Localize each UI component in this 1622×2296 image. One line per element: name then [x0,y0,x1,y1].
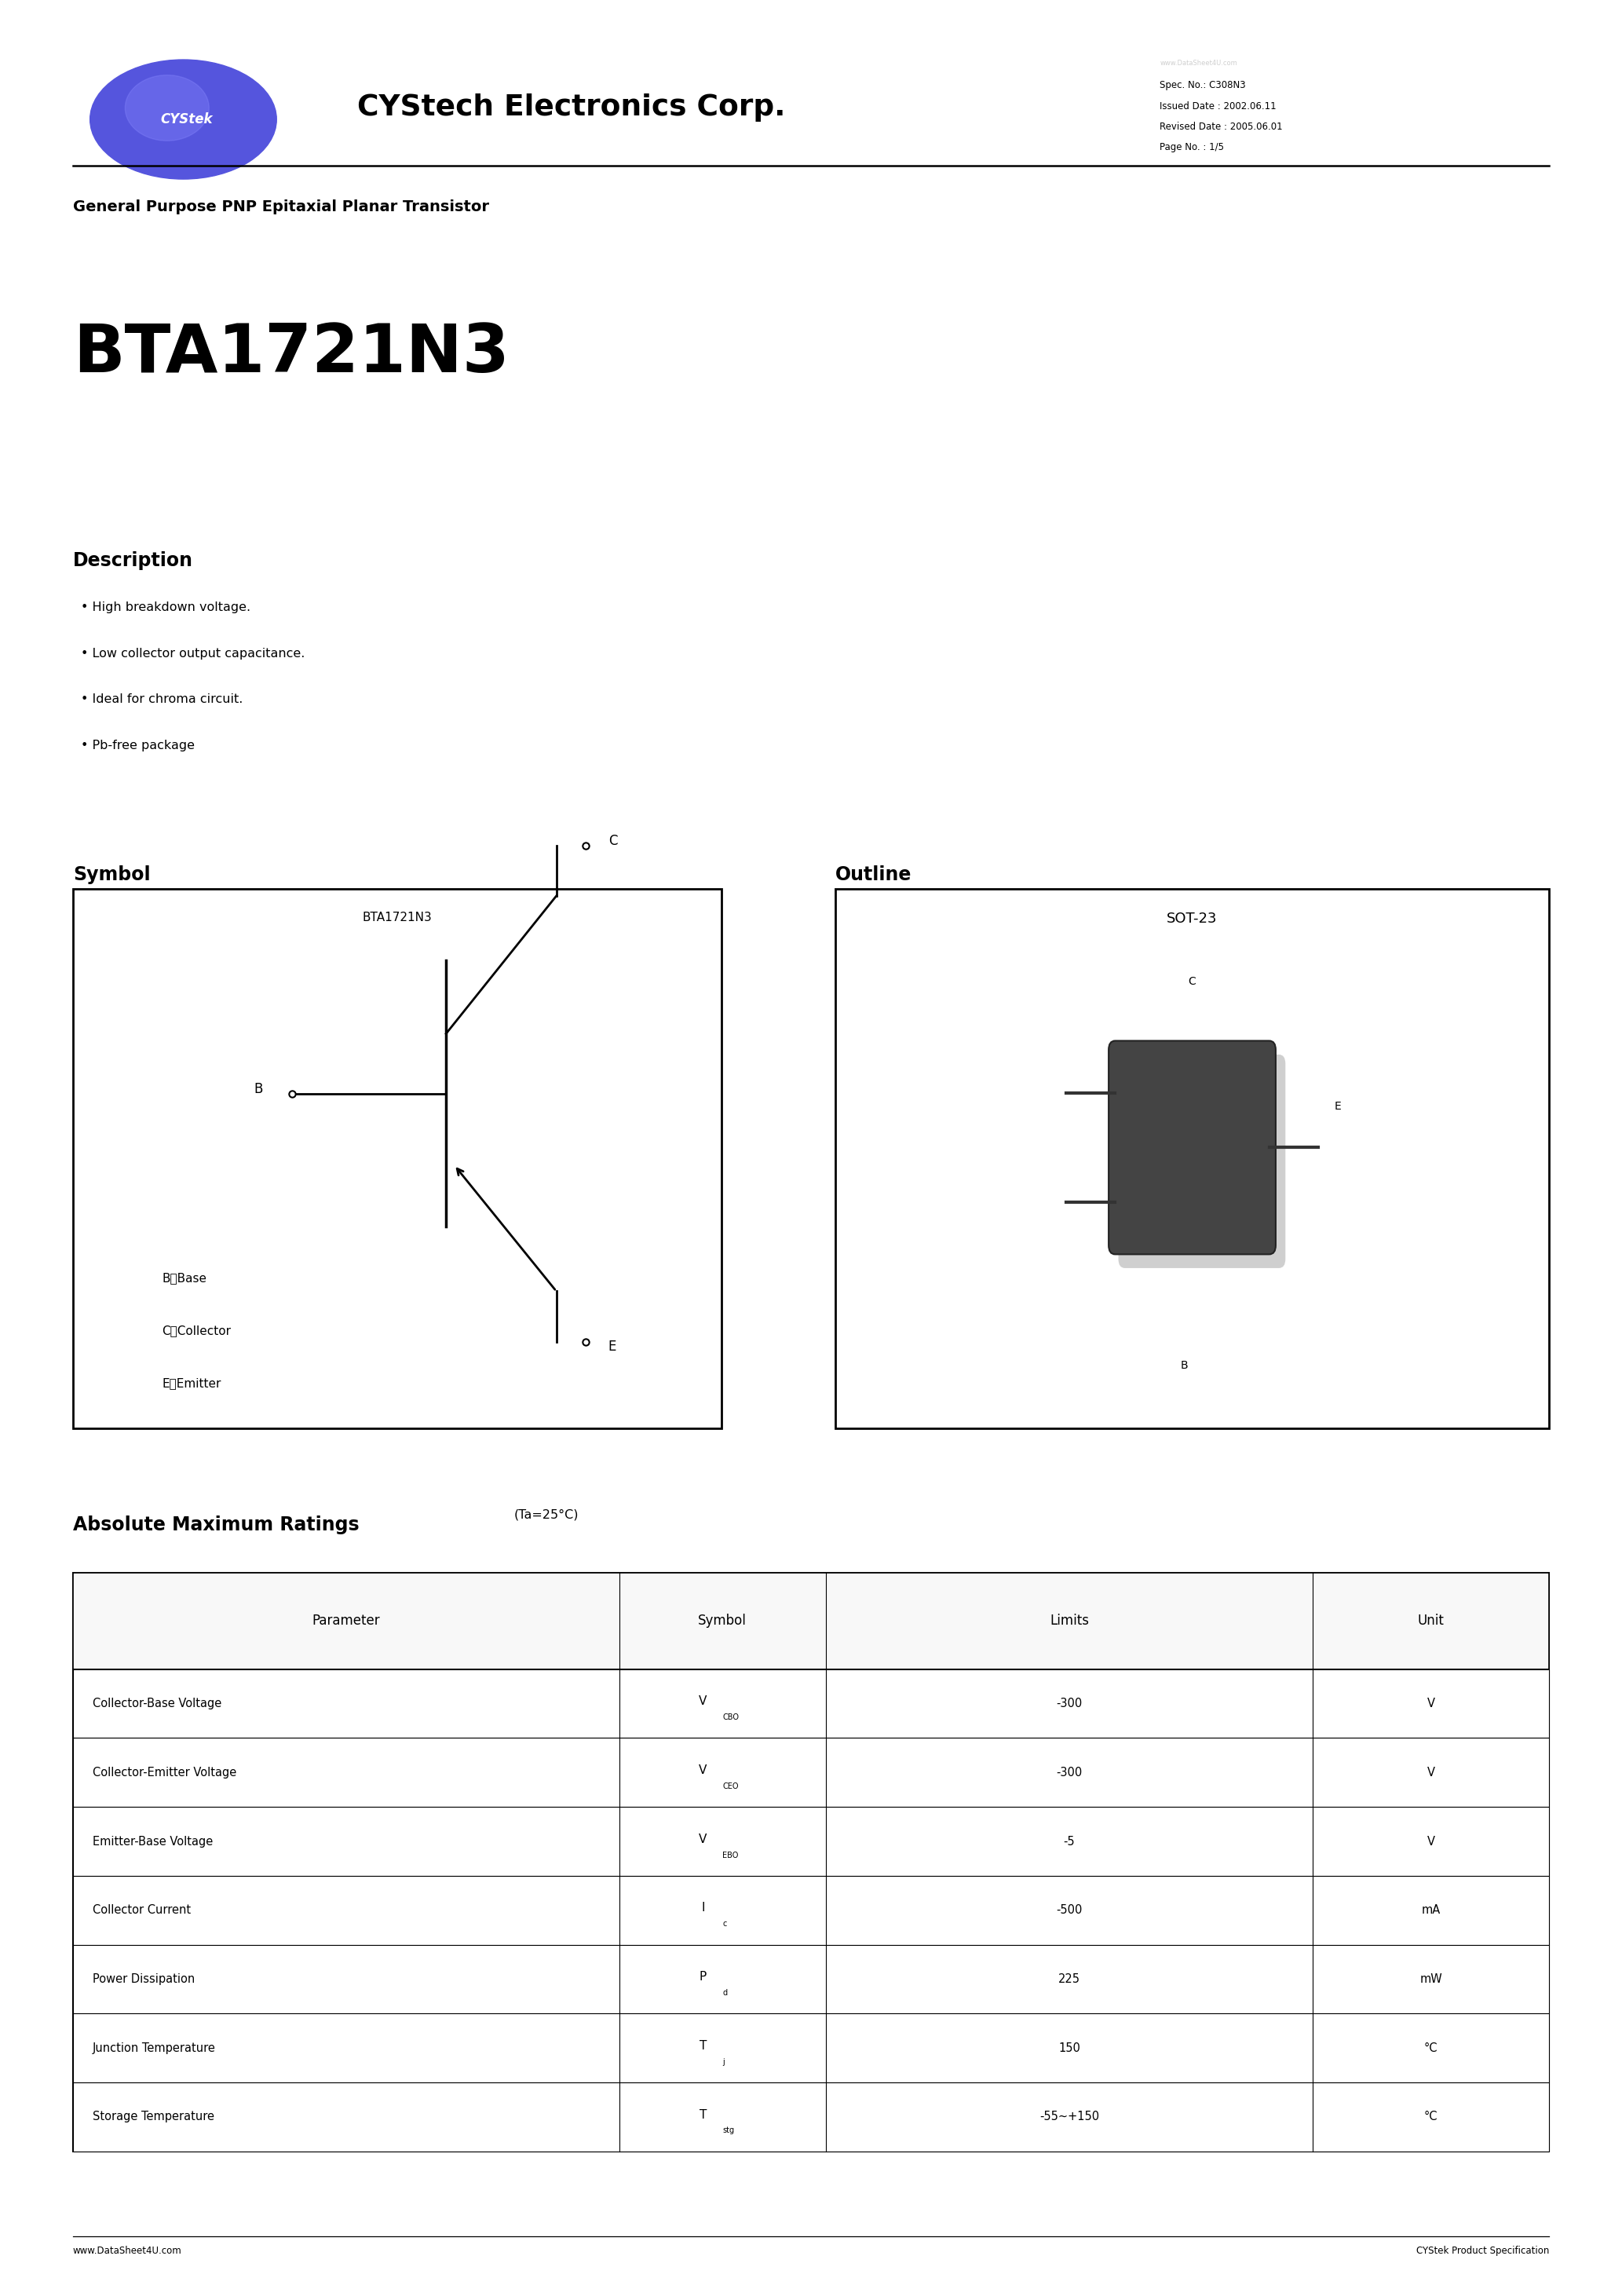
Text: CYStech Electronics Corp.: CYStech Electronics Corp. [357,94,785,122]
Text: stg: stg [722,2126,735,2135]
Ellipse shape [91,60,276,179]
Text: °C: °C [1424,2110,1437,2124]
FancyBboxPatch shape [73,1876,1549,1945]
Text: V: V [1427,1766,1435,1779]
Text: Collector-Base Voltage: Collector-Base Voltage [92,1697,222,1711]
Text: 225: 225 [1058,1972,1080,1986]
Text: Page No. : 1/5: Page No. : 1/5 [1160,142,1225,152]
Text: Description: Description [73,551,193,569]
Text: Spec. No.: C308N3: Spec. No.: C308N3 [1160,80,1246,90]
Text: • Ideal for chroma circuit.: • Ideal for chroma circuit. [81,693,243,705]
Text: 150: 150 [1059,2041,1080,2055]
Text: -300: -300 [1056,1766,1082,1779]
Text: Parameter: Parameter [311,1614,380,1628]
Text: mA: mA [1421,1903,1440,1917]
Text: T: T [699,2108,707,2122]
Text: Issued Date : 2002.06.11: Issued Date : 2002.06.11 [1160,101,1277,110]
Text: Absolute Maximum Ratings: Absolute Maximum Ratings [73,1515,358,1534]
Text: Outline: Outline [835,866,912,884]
Text: -5: -5 [1064,1835,1075,1848]
Text: BTA1721N3: BTA1721N3 [363,912,431,923]
Text: I: I [701,1901,704,1915]
Text: Symbol: Symbol [697,1614,746,1628]
FancyBboxPatch shape [1119,1054,1286,1267]
Text: V: V [699,1763,707,1777]
Text: Emitter-Base Voltage: Emitter-Base Voltage [92,1835,212,1848]
Text: www.DataSheet4U.com: www.DataSheet4U.com [73,2245,182,2255]
Text: Limits: Limits [1049,1614,1088,1628]
Text: j: j [722,2057,725,2066]
Text: • Low collector output capacitance.: • Low collector output capacitance. [81,647,305,659]
Text: P: P [699,1970,707,1984]
FancyBboxPatch shape [73,2082,1549,2151]
Text: B：Base: B：Base [162,1272,208,1283]
Text: V: V [1427,1697,1435,1711]
FancyBboxPatch shape [73,1669,1549,1738]
Text: C: C [608,833,618,847]
Text: -55~+150: -55~+150 [1040,2110,1100,2124]
Text: • Pb-free package: • Pb-free package [81,739,195,751]
Text: V: V [699,1694,707,1708]
FancyBboxPatch shape [73,2014,1549,2082]
Text: -500: -500 [1056,1903,1082,1917]
Text: CYStek: CYStek [161,113,212,126]
Text: (Ta=25°C): (Ta=25°C) [514,1508,579,1520]
Text: V: V [699,1832,707,1846]
Text: Symbol: Symbol [73,866,151,884]
Text: V: V [1427,1835,1435,1848]
Text: °C: °C [1424,2041,1437,2055]
FancyBboxPatch shape [73,1807,1549,1876]
Text: Collector-Emitter Voltage: Collector-Emitter Voltage [92,1766,237,1779]
Text: General Purpose PNP Epitaxial Planar Transistor: General Purpose PNP Epitaxial Planar Tra… [73,200,490,214]
Text: mW: mW [1419,1972,1442,1986]
Ellipse shape [125,76,209,140]
Text: Junction Temperature: Junction Temperature [92,2041,216,2055]
Text: C：Collector: C：Collector [162,1325,232,1336]
Text: Power Dissipation: Power Dissipation [92,1972,195,1986]
Text: T: T [699,2039,707,2053]
Text: c: c [722,1919,727,1929]
Text: CYStek Product Specification: CYStek Product Specification [1416,2245,1549,2255]
FancyBboxPatch shape [1109,1040,1275,1254]
Text: E: E [608,1339,616,1352]
FancyBboxPatch shape [73,1573,1549,2151]
Text: www.DataSheet4U.com: www.DataSheet4U.com [1160,60,1238,67]
Text: E: E [1335,1100,1341,1111]
FancyBboxPatch shape [835,889,1549,1428]
Text: B: B [253,1081,263,1095]
Text: CBO: CBO [722,1713,740,1722]
Text: B: B [1181,1359,1187,1371]
FancyBboxPatch shape [73,1573,1549,1669]
Text: Revised Date : 2005.06.01: Revised Date : 2005.06.01 [1160,122,1283,131]
FancyBboxPatch shape [73,1738,1549,1807]
Text: Unit: Unit [1418,1614,1444,1628]
Text: SOT-23: SOT-23 [1166,912,1218,925]
Text: -300: -300 [1056,1697,1082,1711]
Text: EBO: EBO [722,1851,738,1860]
Text: Collector Current: Collector Current [92,1903,191,1917]
Text: d: d [722,1988,727,1998]
Text: Storage Temperature: Storage Temperature [92,2110,214,2124]
Text: E：Emitter: E：Emitter [162,1378,221,1389]
Text: BTA1721N3: BTA1721N3 [73,321,509,386]
FancyBboxPatch shape [73,889,722,1428]
Text: CEO: CEO [722,1782,738,1791]
FancyBboxPatch shape [73,1945,1549,2014]
Text: • High breakdown voltage.: • High breakdown voltage. [81,602,251,613]
Text: C: C [1189,976,1195,987]
